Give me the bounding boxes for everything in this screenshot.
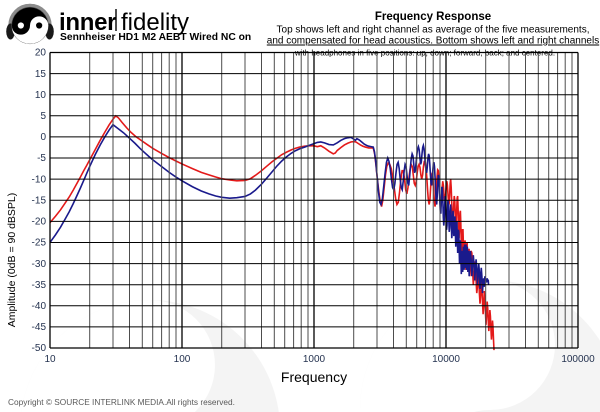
svg-text:10000: 10000 (432, 354, 460, 365)
svg-text:100000: 100000 (561, 354, 595, 365)
svg-text:-15: -15 (32, 195, 47, 206)
svg-text:1000: 1000 (303, 354, 326, 365)
svg-text:Copyright © SOURCE INTERLINK M: Copyright © SOURCE INTERLINK MEDIA.All r… (8, 397, 235, 407)
svg-text:20: 20 (35, 48, 47, 59)
svg-text:Sennheiser HD1 M2 AEBT Wired N: Sennheiser HD1 M2 AEBT Wired NC on (60, 32, 251, 43)
svg-text:Top shows left and right chann: Top shows left and right channel as aver… (277, 25, 590, 36)
svg-text:-35: -35 (32, 280, 47, 291)
svg-text:-40: -40 (32, 301, 47, 312)
svg-text:Frequency Response: Frequency Response (375, 11, 491, 23)
svg-text:-50: -50 (32, 343, 47, 354)
svg-text:10: 10 (44, 354, 56, 365)
svg-text:-5: -5 (37, 153, 46, 164)
svg-text:and compensated for head acous: and compensated for head acoustics. Bott… (267, 36, 599, 47)
svg-text:-25: -25 (32, 238, 47, 249)
svg-text:100: 100 (174, 354, 191, 365)
svg-text:-30: -30 (32, 259, 47, 270)
svg-text:-20: -20 (32, 217, 47, 228)
svg-text:5: 5 (40, 111, 46, 122)
svg-text:Amplitude (0dB = 90 dBSPL): Amplitude (0dB = 90 dBSPL) (6, 193, 18, 328)
svg-text:Frequency: Frequency (281, 369, 347, 385)
svg-text:0: 0 (40, 132, 46, 143)
svg-text:10: 10 (35, 90, 47, 101)
svg-text:-45: -45 (32, 322, 47, 333)
svg-text:15: 15 (35, 69, 47, 80)
svg-text:-10: -10 (32, 174, 47, 185)
